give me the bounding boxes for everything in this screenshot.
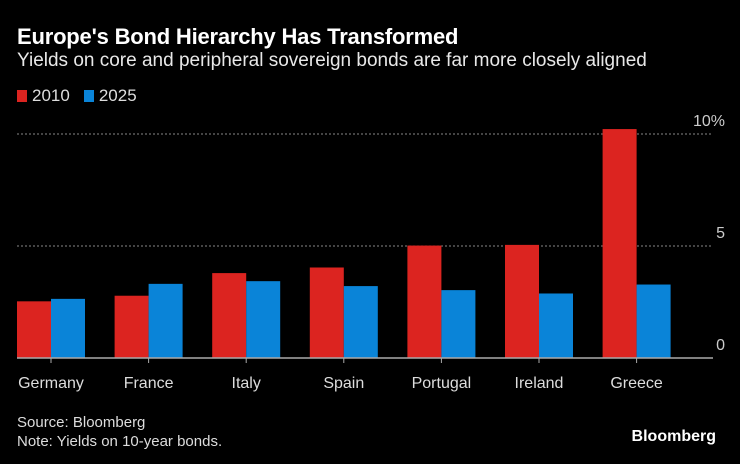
bar-2010-france (114, 295, 149, 358)
legend: 2010 2025 (17, 86, 137, 106)
x-tick-label: Ireland (515, 375, 564, 392)
bar-2010-portugal (407, 245, 442, 358)
x-tick-label: Germany (18, 375, 84, 392)
chart-subtitle: Yields on core and peripheral sovereign … (17, 50, 647, 71)
bar-2025-france (148, 283, 183, 358)
legend-label-2025: 2025 (98, 86, 137, 105)
bar-2010-spain (309, 267, 344, 358)
y-tick-label: 10% (693, 113, 725, 130)
legend-label-2010: 2010 (32, 86, 70, 105)
bar-2025-greece (636, 284, 671, 358)
x-tick-label: France (124, 375, 174, 392)
x-tick-label: Spain (323, 375, 364, 392)
bar-2025-germany (51, 298, 85, 358)
bar-2025-spain (343, 286, 378, 358)
legend-swatch-2010 (17, 90, 27, 102)
y-tick-label: 5 (716, 225, 725, 242)
bar-2010-ireland (505, 244, 539, 358)
legend-swatch-2025 (83, 90, 94, 102)
bar-2025-ireland (539, 293, 573, 358)
source-text: Source: Bloomberg (17, 414, 146, 431)
bloomberg-logo: Bloomberg (631, 428, 716, 445)
bar-2010-italy (212, 273, 247, 358)
footer: Source: Bloomberg Note: Yields on 10-yea… (17, 413, 222, 451)
bar-2025-portugal (441, 290, 476, 358)
x-tick-label: Italy (232, 375, 261, 392)
bar-2010-greece (602, 129, 637, 358)
y-tick-label: 0 (716, 337, 725, 354)
note-text: Note: Yields on 10-year bonds. (17, 433, 223, 450)
x-tick-label: Greece (610, 375, 663, 392)
legend-item-2010: 2010 (17, 86, 70, 106)
legend-item-2025: 2025 (83, 86, 137, 106)
bar-2010-germany (17, 301, 51, 358)
chart-title: Europe's Bond Hierarchy Has Transformed (17, 24, 459, 49)
bar-2025-italy (246, 281, 281, 358)
x-tick-label: Portugal (412, 375, 472, 392)
